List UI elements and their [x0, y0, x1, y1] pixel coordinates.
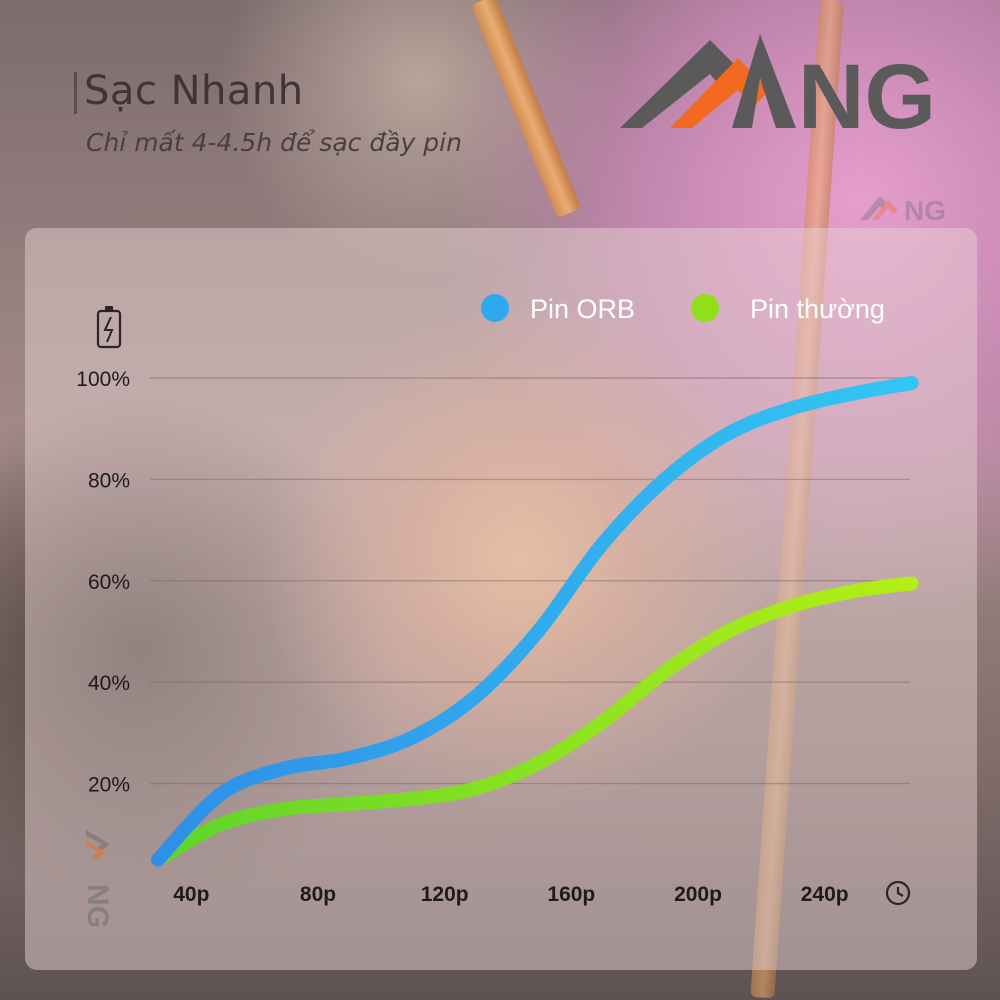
legend-label: Pin ORB	[530, 294, 635, 324]
series-line-pin-thuong	[151, 576, 919, 867]
series-line-pin-orb	[151, 376, 919, 867]
logo-peak-orange	[670, 58, 770, 128]
logo-vertical-text: NG	[81, 884, 114, 926]
brand-logo-vertical: NG	[81, 830, 114, 926]
logo-text: NG	[798, 46, 936, 148]
series-lines	[151, 376, 919, 867]
y-tick-label: 80%	[88, 469, 130, 492]
battery-charging-icon	[96, 306, 122, 349]
grid-lines	[150, 377, 910, 785]
x-tick-label: 40p	[173, 883, 209, 906]
page-subtitle: Chỉ mất 4-4.5h để sạc đầy pin	[86, 128, 462, 157]
legend-swatch	[481, 294, 509, 322]
y-axis-ticks: 20% 40% 60% 80% 100%	[76, 368, 130, 797]
brand-logo-watermark: NG	[860, 195, 946, 224]
y-tick-label: 40%	[88, 672, 130, 695]
x-tick-label: 240p	[801, 883, 849, 906]
x-tick-label: 160p	[547, 883, 595, 906]
brand-logo: NG	[620, 34, 936, 148]
legend-label: Pin thường	[750, 294, 885, 324]
y-tick-label: 60%	[88, 571, 130, 594]
legend: Pin ORB Pin thường	[481, 294, 885, 324]
logo-watermark-text: NG	[904, 195, 946, 224]
title-accent-bar	[74, 72, 77, 114]
x-tick-label: 80p	[300, 883, 336, 906]
x-axis-ticks: 40p 80p 120p 160p 200p 240p	[173, 883, 848, 906]
logo-peak-gray-2	[732, 34, 796, 128]
x-tick-label: 120p	[421, 883, 469, 906]
page-title: Sạc Nhanh	[84, 68, 304, 114]
logo-peak-gray	[620, 40, 738, 128]
y-tick-label: 20%	[88, 774, 130, 797]
y-tick-label: 100%	[76, 368, 130, 391]
legend-swatch	[691, 294, 719, 322]
x-tick-label: 200p	[674, 883, 722, 906]
clock-icon	[885, 880, 911, 906]
